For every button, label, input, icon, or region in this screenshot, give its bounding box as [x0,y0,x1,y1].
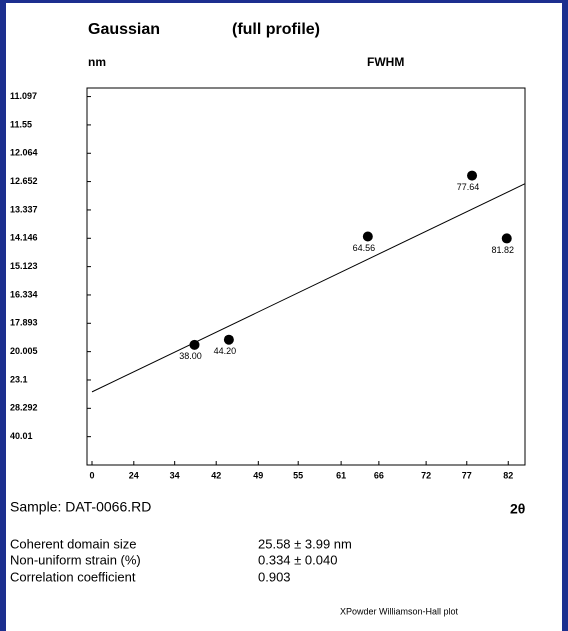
point-label: 81.82 [491,245,514,255]
window-frame-left [0,0,6,631]
x-tick-label: 34 [170,470,180,480]
x-tick-label: 66 [374,470,384,480]
plot-frame [86,87,526,466]
chart-title: Gaussian [88,21,160,38]
stat-value: 0.903 [258,569,291,584]
y-tick-label: 16.334 [10,289,38,299]
y-tick-label: 11.55 [10,119,32,129]
y-tick-label: 23.1 [10,374,28,384]
sample-label: Sample: DAT-0066.RD [10,499,151,515]
stat-label: Non-uniform strain (%) [10,552,141,567]
x-tick-label: 42 [211,470,221,480]
y-tick-label: 40.01 [10,431,33,441]
y-tick-label: 28.292 [10,403,38,413]
x-tick-label: 82 [503,470,513,480]
y-tick-label: 17.893 [10,318,38,328]
x-tick-label: 55 [293,470,303,480]
x-tick-label: 49 [253,470,263,480]
window-frame-top [0,0,568,3]
x-tick-label: 77 [462,470,472,480]
point-label: 38.00 [179,351,202,361]
y-tick-label: 11.097 [10,91,37,101]
x-tick-label: 24 [129,470,139,480]
data-point [501,233,512,244]
y-axis-label: nm [88,55,106,69]
point-label: 77.64 [457,182,480,192]
y-tick-label: 12.064 [10,148,38,158]
point-label: 44.20 [214,346,237,356]
x-tick-label: 0 [89,470,94,480]
y-tick-label: 13.337 [10,204,38,214]
x-tick-label: 61 [336,470,346,480]
window-frame-right [562,0,568,631]
footer: XPowder Williamson-Hall plot [340,606,459,616]
y-tick-label: 20.005 [10,346,38,356]
data-point [189,339,200,350]
y-header: FWHM [367,55,404,69]
chart-subtitle: (full profile) [232,21,320,38]
x-axis-label: 2θ [510,501,525,517]
data-point [223,334,234,345]
fit-line [91,183,526,393]
data-point [362,231,373,242]
stat-value: 25.58 ± 3.99 nm [258,536,352,551]
point-label: 64.56 [353,243,376,253]
y-tick-label: 14.146 [10,233,38,243]
data-point [467,170,478,181]
y-tick-label: 15.123 [10,261,38,271]
stat-value: 0.334 ± 0.040 [258,552,337,567]
y-tick-label: 12.652 [10,176,38,186]
x-tick-label: 72 [421,470,431,480]
stat-label: Coherent domain size [10,536,136,551]
stat-label: Correlation coefficient [10,569,136,584]
